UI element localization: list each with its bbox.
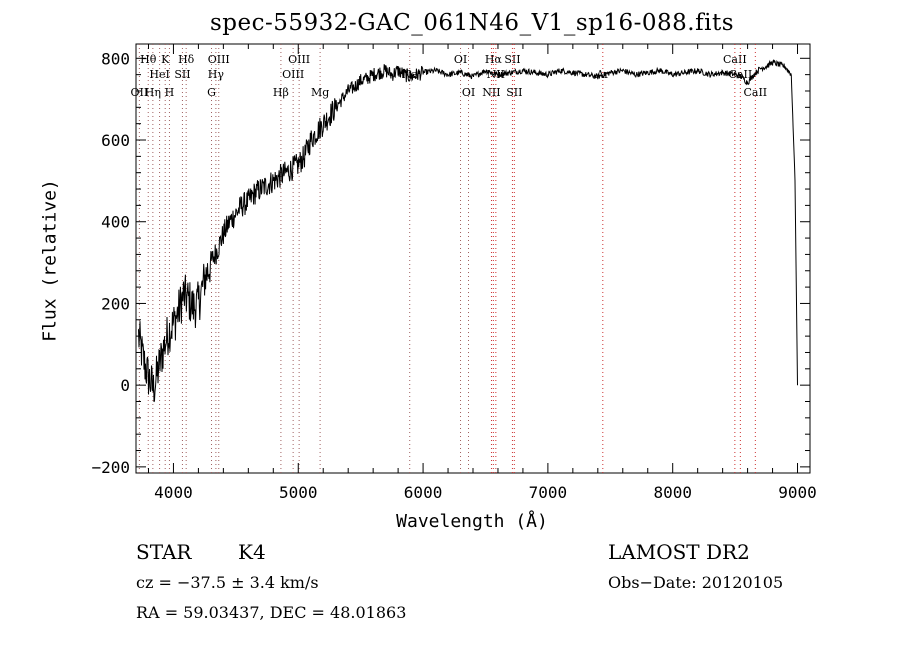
spectral-line-label: CaII bbox=[723, 53, 747, 66]
spectrum-line bbox=[138, 59, 798, 403]
spectral-line-label: H bbox=[165, 86, 175, 99]
redshift-cz: cz = −37.5 ± 3.4 km/s bbox=[136, 573, 319, 592]
y-tick-label: 600 bbox=[101, 131, 130, 150]
spectral-line-label: SII bbox=[506, 86, 522, 99]
object-class: STAR bbox=[136, 540, 192, 564]
y-tick-label: 400 bbox=[101, 213, 130, 232]
y-tick-label: −200 bbox=[91, 458, 130, 477]
spectral-line-label: HeI bbox=[149, 68, 169, 81]
spectral-line-label: Hγ bbox=[208, 68, 225, 81]
spectral-line-label: Hβ bbox=[273, 86, 289, 99]
x-axis-label: Wavelength (Å) bbox=[396, 511, 548, 532]
object-subclass: K4 bbox=[238, 540, 266, 564]
chart-title: spec-55932-GAC_061N46_V1_sp16-088.fits bbox=[209, 10, 735, 36]
spectral-line-label: OI bbox=[454, 53, 467, 66]
y-axis-label: Flux (relative) bbox=[39, 179, 61, 342]
spectral-line-label: K bbox=[161, 53, 170, 66]
survey-name: LAMOST DR2 bbox=[608, 540, 750, 564]
spectral-line-label: OII bbox=[131, 86, 149, 99]
spectral-line-label: SII bbox=[504, 53, 520, 66]
x-tick-label: 7000 bbox=[529, 483, 568, 502]
x-tick-label: 9000 bbox=[778, 483, 817, 502]
y-tick-label: 200 bbox=[101, 294, 130, 313]
spectral-line-label: Hη bbox=[145, 86, 161, 99]
x-tick-label: 4000 bbox=[154, 483, 193, 502]
y-tick-label: 0 bbox=[120, 376, 130, 395]
spectral-line-label: Mg bbox=[311, 86, 329, 99]
spectral-line-label: OIII bbox=[208, 53, 230, 66]
axes: 4000 5000 6000 7000 8000 9000 −200 0 200 400 600 80… bbox=[91, 44, 817, 502]
spectral-line-label: Hδ bbox=[178, 53, 195, 66]
y-tick-label: 800 bbox=[101, 49, 130, 68]
spectral-line-label: CaII bbox=[743, 86, 767, 99]
x-tick-label: 6000 bbox=[404, 483, 443, 502]
spectral-line-label: OI bbox=[462, 86, 475, 99]
spectral-line-label: SII bbox=[174, 68, 190, 81]
spectral-line-label: Hθ bbox=[140, 53, 157, 66]
plot-frame bbox=[135, 43, 811, 474]
x-tick-label: 8000 bbox=[653, 483, 692, 502]
spectral-line-label: OIII bbox=[288, 53, 310, 66]
spectral-line-label: G bbox=[207, 86, 216, 99]
x-tick-label: 5000 bbox=[279, 483, 318, 502]
spectral-line-label: OIII bbox=[282, 68, 304, 81]
spectral-line-label: NII bbox=[482, 86, 500, 99]
ra-dec-coordinates: RA = 59.03437, DEC = 48.01863 bbox=[136, 603, 407, 622]
observation-date: Obs−Date: 20120105 bbox=[608, 573, 784, 592]
spectral-line-label: Hα bbox=[485, 53, 503, 66]
